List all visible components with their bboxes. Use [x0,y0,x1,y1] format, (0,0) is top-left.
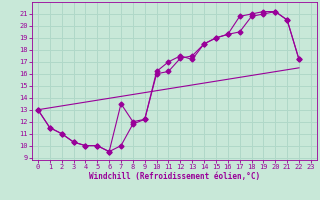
X-axis label: Windchill (Refroidissement éolien,°C): Windchill (Refroidissement éolien,°C) [89,172,260,181]
